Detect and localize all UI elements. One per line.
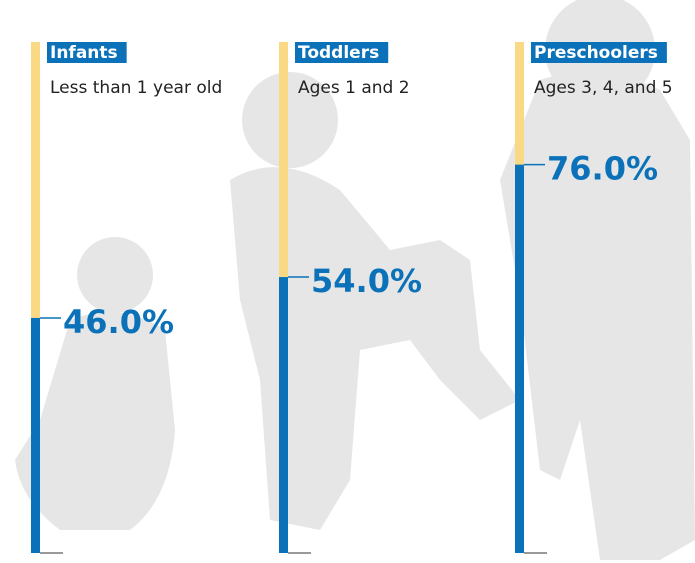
value-label: 54.0% <box>311 262 422 300</box>
category-subtitle: Less than 1 year old <box>50 78 222 98</box>
category-label: Preschoolers <box>534 43 658 63</box>
category-label: Infants <box>50 43 118 63</box>
category-subtitle: Ages 3, 4, and 5 <box>534 78 673 98</box>
value-label: 76.0% <box>547 150 658 188</box>
category-label: Toddlers <box>298 43 379 63</box>
bar <box>279 277 288 553</box>
page: 46.0% Infants Less than 1 year old 54.0% Tod… <box>0 0 695 563</box>
category-subtitle: Ages 1 and 2 <box>298 78 410 98</box>
chart: 46.0% Infants Less than 1 year old 54.0% Tod… <box>0 0 695 563</box>
value-label: 46.0% <box>63 303 174 341</box>
bar <box>515 165 524 553</box>
bar <box>31 318 40 553</box>
